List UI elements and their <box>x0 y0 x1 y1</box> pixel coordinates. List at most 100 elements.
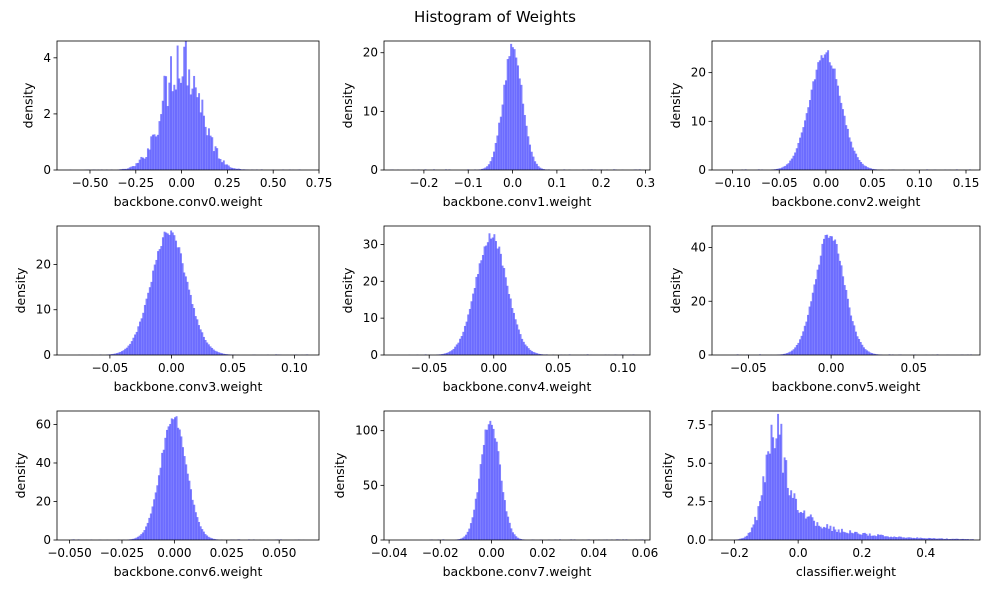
histogram-bar <box>463 536 466 540</box>
histogram-bar <box>489 420 492 540</box>
axes-frame <box>711 40 981 171</box>
histogram-bar <box>792 349 795 355</box>
histogram-bar <box>163 75 166 170</box>
subplot-conv0: −0.50 −0.25 0.00 0.25 0.50 0.75 0 2 4 backbone.co… <box>20 40 332 209</box>
histogram-bar <box>848 307 851 355</box>
histogram-bar <box>768 453 771 540</box>
histogram-bar <box>475 276 478 355</box>
histogram-bar <box>137 536 139 540</box>
histogram-bar <box>503 500 506 540</box>
histogram-bar <box>227 165 230 170</box>
histogram-bar <box>880 534 883 540</box>
histogram-bar <box>799 137 802 170</box>
histogram-bar <box>811 292 814 355</box>
histogram-bar <box>535 163 538 170</box>
histogram-bar <box>236 168 238 170</box>
histogram-bar <box>203 115 205 170</box>
histogram-bar <box>189 94 192 170</box>
histogram-bar <box>198 521 201 540</box>
histogram-bar <box>829 235 832 355</box>
histogram-bar <box>491 424 493 540</box>
histogram-bar <box>814 525 817 540</box>
histogram-bar <box>168 82 171 170</box>
y-axis-label: density <box>668 82 683 128</box>
histogram-bar <box>526 346 529 355</box>
histogram-bar <box>508 56 511 170</box>
histogram-bar <box>525 125 528 170</box>
histogram-bar <box>491 157 494 170</box>
histogram-bar <box>188 289 191 355</box>
histogram-bar <box>891 537 894 540</box>
histogram-bar <box>181 263 184 355</box>
histogram-bar <box>816 269 819 355</box>
histogram-bar <box>530 151 533 170</box>
histogram-bar <box>793 493 796 540</box>
histogram-bar <box>503 84 506 170</box>
histogram-bar <box>231 167 234 170</box>
histogram-bar <box>824 234 827 355</box>
histogram-bar <box>529 144 532 170</box>
histogram-bar <box>529 349 532 355</box>
histogram-bar <box>797 142 800 170</box>
histogram-bar <box>229 167 232 170</box>
histogram-bar <box>498 246 501 355</box>
histogram-bar <box>775 438 778 540</box>
histogram-bar <box>152 270 155 355</box>
x-tick-label: 0.00 <box>168 176 195 190</box>
histogram-bar <box>839 532 842 540</box>
histogram-bar <box>836 531 838 540</box>
histogram-bar <box>854 531 856 540</box>
histogram-bar <box>211 137 214 170</box>
x-tick-label: 0.050 <box>262 546 296 560</box>
histogram-bar <box>512 532 514 540</box>
histogram-bar <box>522 103 525 170</box>
histogram-bar <box>799 339 801 355</box>
histogram-bar <box>225 354 228 355</box>
histogram-bar <box>853 150 856 170</box>
y-tick-label: 20 <box>363 46 378 60</box>
histogram-bar <box>184 41 187 170</box>
histogram-bar <box>511 47 514 170</box>
x-tick-label: 0.10 <box>281 361 308 375</box>
x-tick-label: −0.2 <box>720 546 749 560</box>
histogram-bar <box>150 136 153 170</box>
subplot-conv4: −0.05 0.00 0.05 0.10 0 10 20 30 backbone.conv4.w… <box>340 225 651 394</box>
histogram-bar <box>214 350 217 355</box>
histogram-bar <box>782 166 785 170</box>
histogram-bar <box>803 325 806 355</box>
histogram-bar <box>885 536 888 540</box>
histogram-bar <box>212 538 215 540</box>
histogram-bar <box>869 352 872 355</box>
histogram-bar <box>450 350 453 355</box>
histogram-bar <box>795 498 798 540</box>
x-tick-label: 0.25 <box>214 176 241 190</box>
histogram-bar <box>832 240 835 355</box>
histogram-bar <box>906 537 909 540</box>
histogram-bar <box>145 298 148 355</box>
histogram-bar <box>209 537 212 540</box>
histogram-bar <box>137 162 140 170</box>
histogram-bar <box>186 473 189 540</box>
histogram-bar <box>145 526 148 540</box>
histogram-bar <box>913 537 915 540</box>
histogram-bar <box>193 308 196 355</box>
x-axis-label: backbone.conv5.weight <box>772 379 921 394</box>
bars-conv6 <box>71 416 305 540</box>
histogram-bar <box>517 65 520 170</box>
histogram-bar <box>140 318 143 355</box>
histogram-bar <box>133 538 136 540</box>
histogram-bar <box>860 161 863 170</box>
histogram-bar <box>178 429 181 540</box>
histogram-bar <box>737 539 740 540</box>
y-tick-label: 0 <box>370 163 378 177</box>
histogram-bar <box>447 352 450 355</box>
histogram-bar <box>465 321 468 355</box>
histogram-bar <box>797 342 800 355</box>
histogram-bar <box>183 456 186 540</box>
histogram-bar <box>808 516 811 540</box>
histogram-bar <box>509 298 512 355</box>
x-tick-label: 0.05 <box>900 361 927 375</box>
histogram-bar <box>868 533 871 540</box>
y-tick-label: 20 <box>363 274 378 288</box>
subplot-classifier: −0.2 0.0 0.2 0.4 0.0 2.5 5.0 7.5 classifier.weig… <box>660 410 981 579</box>
